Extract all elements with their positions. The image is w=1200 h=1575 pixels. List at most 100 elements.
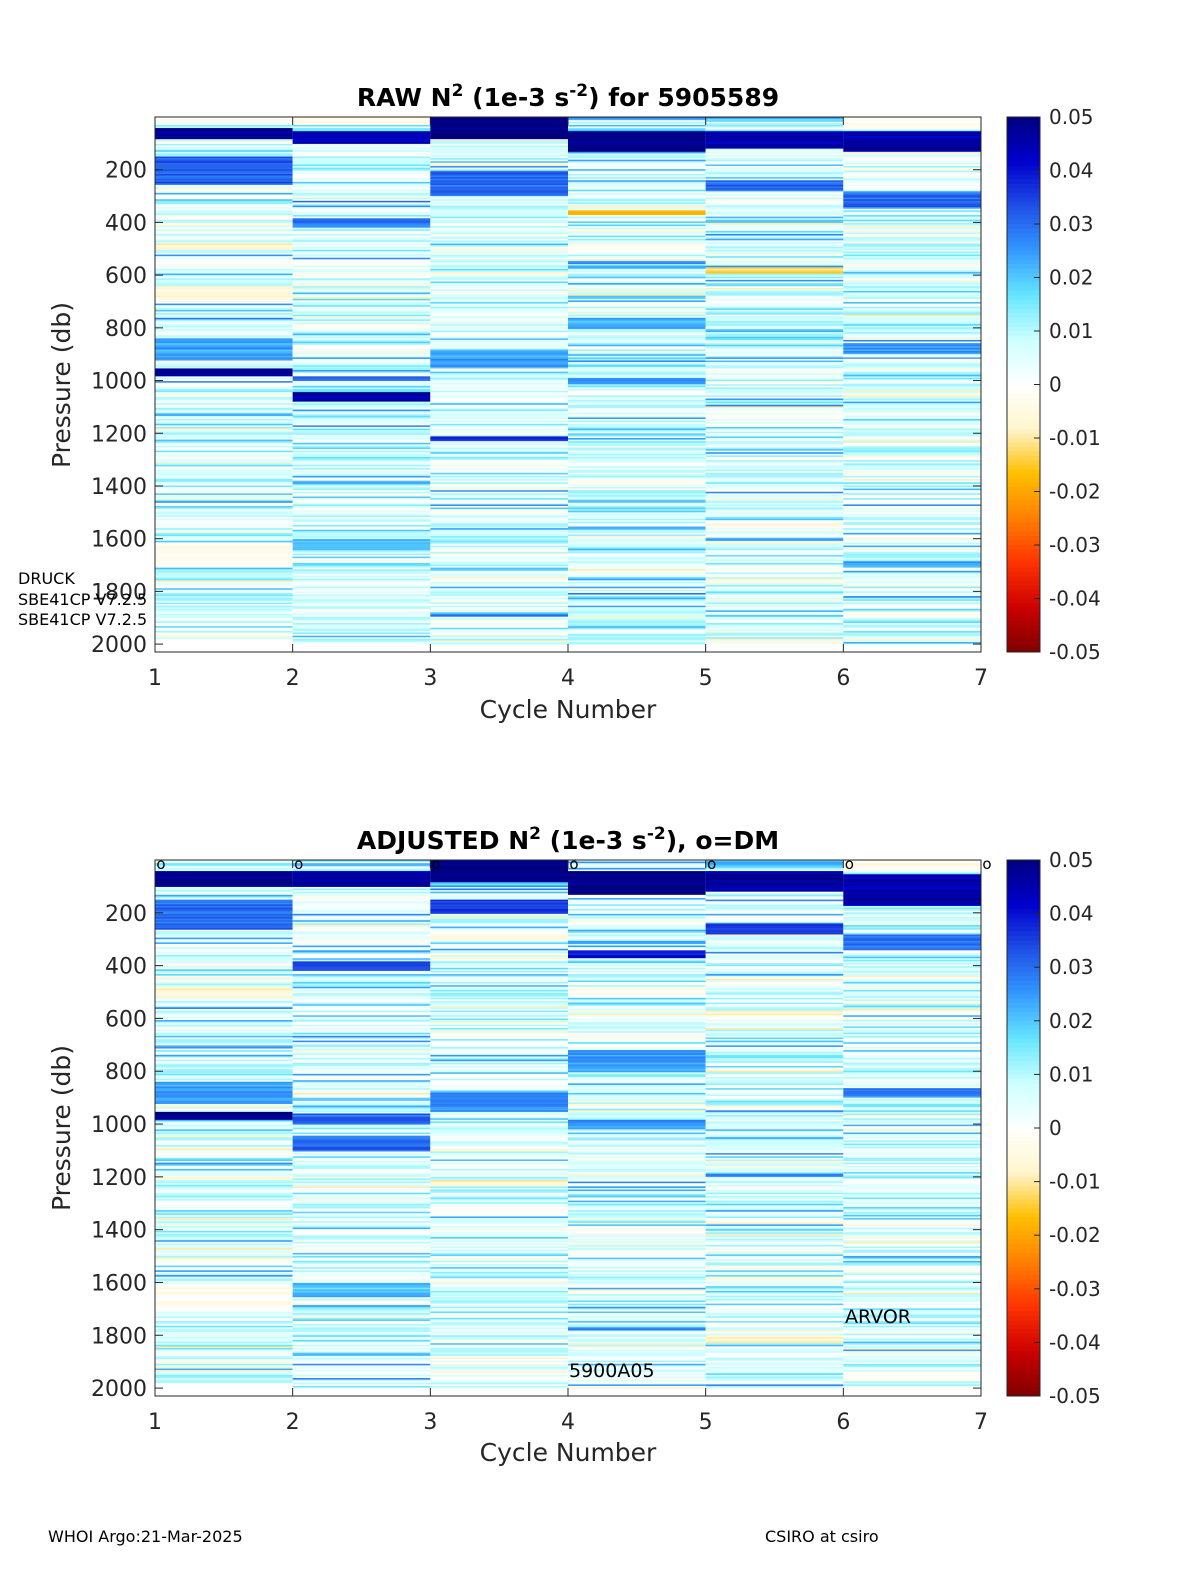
heatmap-cell — [155, 173, 293, 176]
heatmap-cell — [705, 1286, 844, 1289]
heatmap-cell — [705, 951, 844, 954]
heatmap-cell — [430, 441, 568, 444]
heatmap-cell — [292, 447, 431, 450]
heatmap-cell — [705, 599, 844, 602]
heatmap-cell — [568, 1241, 706, 1244]
heatmap-cell — [292, 1159, 431, 1162]
heatmap-cell — [292, 1061, 431, 1064]
colorbar-swatch — [1007, 1378, 1040, 1384]
heatmap-cell — [843, 504, 981, 507]
heatmap-cell — [705, 977, 844, 980]
heatmap-cell — [292, 226, 431, 229]
heatmap-cell — [292, 880, 431, 883]
heatmap-cell — [568, 599, 706, 602]
heatmap-cell — [568, 406, 706, 409]
heatmap-cell — [292, 1317, 431, 1320]
heatmap-cell — [292, 479, 431, 482]
colorbar-swatch — [1007, 1297, 1040, 1303]
heatmap-cell — [155, 1176, 293, 1179]
heatmap-cell — [843, 284, 981, 287]
heatmap-cell — [430, 415, 568, 418]
heatmap-cell — [430, 460, 568, 463]
heatmap-cell — [843, 594, 981, 597]
heatmap-cell — [430, 1368, 568, 1371]
heatmap-cell — [705, 1298, 844, 1301]
heatmap-cell — [705, 896, 844, 899]
heatmap-cell — [155, 362, 293, 365]
heatmap-cell — [843, 344, 981, 347]
heatmap-cell — [568, 1262, 706, 1265]
heatmap-cell — [155, 1002, 293, 1005]
heatmap-cell — [155, 1113, 293, 1116]
heatmap-cell — [843, 230, 981, 233]
heatmap-cell — [292, 558, 431, 561]
heatmap-cell — [430, 145, 568, 148]
heatmap-cell — [155, 268, 293, 271]
heatmap-cell — [430, 1325, 568, 1328]
heatmap-cell — [568, 501, 706, 504]
heatmap-cell — [155, 409, 293, 412]
heatmap-cell — [155, 162, 293, 165]
heatmap-cell — [568, 1116, 706, 1119]
heatmap-cell — [155, 1211, 293, 1214]
heatmap-cell — [155, 1349, 293, 1352]
heatmap-cell — [843, 532, 981, 535]
colorbar-swatch — [1007, 1038, 1040, 1044]
heatmap-cell — [568, 1230, 706, 1233]
heatmap-cell — [568, 498, 706, 501]
heatmap-cell — [155, 1065, 293, 1068]
heatmap-cell — [843, 377, 981, 380]
colorbar-swatch — [1007, 420, 1040, 426]
heatmap-cell — [705, 600, 844, 603]
heatmap-cell — [568, 118, 706, 121]
heatmap-cell — [292, 985, 431, 988]
heatmap-cell — [430, 1005, 568, 1008]
heatmap-cell — [292, 1119, 431, 1122]
colorbar-swatch — [1007, 1226, 1040, 1232]
heatmap-cell — [843, 548, 981, 551]
heatmap-cell — [430, 526, 568, 529]
heatmap-cell — [705, 415, 844, 418]
heatmap-cell — [568, 1000, 706, 1003]
heatmap-cell — [843, 363, 981, 366]
heatmap-cell — [843, 1237, 981, 1240]
heatmap-cell — [843, 1319, 981, 1322]
heatmap-cell — [568, 1362, 706, 1365]
raw-annotation-sensor-1: SBE41CP V7.2.5 — [18, 590, 147, 609]
heatmap-cell — [705, 319, 844, 322]
heatmap-cell — [292, 1034, 431, 1037]
heatmap-cell — [155, 860, 293, 862]
heatmap-cell — [843, 419, 981, 422]
heatmap-cell — [568, 1078, 706, 1081]
heatmap-cell — [155, 1058, 293, 1061]
heatmap-cell — [292, 524, 431, 527]
heatmap-cell — [430, 1194, 568, 1197]
heatmap-cell — [292, 273, 431, 276]
colorbar-swatch — [1007, 206, 1040, 212]
heatmap-cell — [155, 1029, 293, 1032]
heatmap-cell — [705, 403, 844, 406]
heatmap-cell — [292, 577, 431, 580]
heatmap-cell — [155, 536, 293, 539]
heatmap-cell — [568, 377, 706, 380]
heatmap-cell — [430, 1262, 568, 1265]
heatmap-cell — [155, 488, 293, 491]
heatmap-cell — [843, 139, 981, 142]
heatmap-cell — [155, 186, 293, 189]
heatmap-cell — [705, 624, 844, 627]
heatmap-cell — [705, 1362, 844, 1365]
heatmap-cell — [568, 1135, 706, 1138]
heatmap-cell — [292, 958, 431, 961]
heatmap-cell — [705, 937, 844, 940]
heatmap-cell — [155, 912, 293, 915]
heatmap-cell — [292, 123, 431, 126]
heatmap-cell — [843, 475, 981, 478]
heatmap-cell — [705, 1077, 844, 1080]
heatmap-cell — [292, 395, 431, 398]
heatmap-cell — [430, 966, 568, 969]
heatmap-cell — [843, 537, 981, 540]
heatmap-cell — [568, 314, 706, 317]
colorbar-tick-label: -0.03 — [1049, 533, 1101, 557]
heatmap-cell — [568, 245, 706, 248]
heatmap-cell — [430, 224, 568, 227]
